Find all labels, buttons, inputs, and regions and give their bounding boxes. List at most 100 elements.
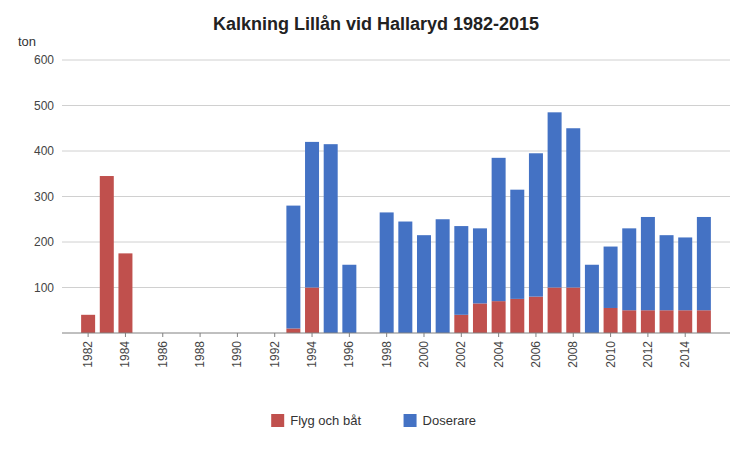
- grid-line: [62, 196, 730, 197]
- bar: [305, 142, 319, 288]
- x-tick-label: 1982: [81, 341, 95, 368]
- x-tick-label: 1998: [380, 341, 394, 368]
- x-tick: [685, 333, 686, 337]
- legend-label: Doserare: [423, 413, 476, 428]
- x-tick-label: 2014: [678, 341, 692, 368]
- x-tick-label: 1984: [118, 341, 132, 368]
- x-tick: [647, 333, 648, 337]
- x-tick-label: 2004: [492, 341, 506, 368]
- x-tick: [535, 333, 536, 337]
- bar: [286, 206, 300, 329]
- x-tick-label: 2000: [417, 341, 431, 368]
- bar: [100, 176, 114, 333]
- x-tick: [162, 333, 163, 337]
- x-tick-label: 2006: [529, 341, 543, 368]
- y-tick-label: 100: [34, 281, 54, 295]
- x-tick-label: 1994: [305, 341, 319, 368]
- grid-line: [62, 151, 730, 152]
- bar: [585, 265, 599, 333]
- y-tick-label: 400: [34, 144, 54, 158]
- x-tick: [200, 333, 201, 337]
- bar: [548, 112, 562, 287]
- bar: [622, 310, 636, 333]
- y-tick-label: 300: [34, 190, 54, 204]
- x-axis-line: [62, 333, 730, 334]
- bar: [81, 315, 95, 333]
- bar: [510, 190, 524, 299]
- bar: [100, 176, 114, 177]
- bar: [604, 247, 618, 308]
- bar: [473, 303, 487, 333]
- legend-label: Flyg och båt: [290, 413, 361, 428]
- x-tick-label: 2012: [641, 341, 655, 368]
- x-tick: [312, 333, 313, 337]
- chart-title: Kalkning Lillån vid Hallaryd 1982-2015: [213, 14, 539, 34]
- x-tick-label: 2002: [454, 341, 468, 368]
- x-tick: [88, 333, 89, 337]
- x-tick: [125, 333, 126, 337]
- bar: [286, 328, 300, 333]
- bar: [566, 288, 580, 334]
- bar: [641, 217, 655, 310]
- bar: [660, 235, 674, 310]
- bar: [81, 314, 95, 315]
- bar: [660, 310, 674, 333]
- bar: [678, 310, 692, 333]
- bar: [697, 310, 711, 333]
- chart-svg: Kalkning Lillån vid Hallaryd 1982-2015 to…: [0, 0, 752, 451]
- bar: [454, 226, 468, 315]
- bar: [492, 158, 506, 301]
- x-tick: [423, 333, 424, 337]
- bar: [436, 219, 450, 333]
- x-axis: 1982 1984 1986 1988 1990 1992 1994 1996 1998 2000…: [81, 333, 692, 368]
- y-tick-label: 500: [34, 99, 54, 113]
- legend-swatch: [271, 414, 284, 427]
- bar: [566, 128, 580, 287]
- x-tick-label: 1992: [268, 341, 282, 368]
- bar: [492, 301, 506, 333]
- bar: [342, 265, 356, 333]
- x-tick: [573, 333, 574, 337]
- bar: [548, 288, 562, 334]
- bar: [529, 297, 543, 333]
- x-tick-label: 2010: [604, 341, 618, 368]
- x-tick: [349, 333, 350, 337]
- grid-line: [62, 105, 730, 106]
- x-tick: [498, 333, 499, 337]
- bar: [454, 315, 468, 333]
- x-tick-label: 1996: [342, 341, 356, 368]
- legend: Flyg och båt Doserare: [271, 413, 476, 428]
- bar: [641, 310, 655, 333]
- x-tick-label: 1988: [193, 341, 207, 368]
- legend-swatch: [404, 414, 417, 427]
- bar: [417, 235, 431, 333]
- bar: [697, 217, 711, 310]
- chart-container: Kalkning Lillån vid Hallaryd 1982-2015 to…: [0, 0, 752, 451]
- bars: [81, 112, 711, 333]
- grid-line: [62, 60, 730, 61]
- bar: [622, 228, 636, 310]
- x-tick-label: 1986: [156, 341, 170, 368]
- x-tick: [461, 333, 462, 337]
- bar: [324, 144, 338, 333]
- bar-series: [286, 112, 710, 333]
- x-tick: [274, 333, 275, 337]
- x-tick: [237, 333, 238, 337]
- bar: [529, 153, 543, 296]
- bar: [398, 222, 412, 333]
- x-tick-label: 2008: [566, 341, 580, 368]
- bar: [473, 228, 487, 303]
- y-tick-label: 600: [34, 53, 54, 67]
- bar-series: [81, 176, 711, 333]
- x-tick: [610, 333, 611, 337]
- bar: [118, 253, 132, 254]
- bar: [305, 288, 319, 334]
- x-tick: [386, 333, 387, 337]
- y-tick-label: 200: [34, 235, 54, 249]
- x-tick-label: 1990: [230, 341, 244, 368]
- bar: [510, 299, 524, 333]
- y-axis-label: ton: [18, 34, 36, 49]
- bar: [678, 237, 692, 310]
- bar: [604, 308, 618, 333]
- bar: [118, 253, 132, 333]
